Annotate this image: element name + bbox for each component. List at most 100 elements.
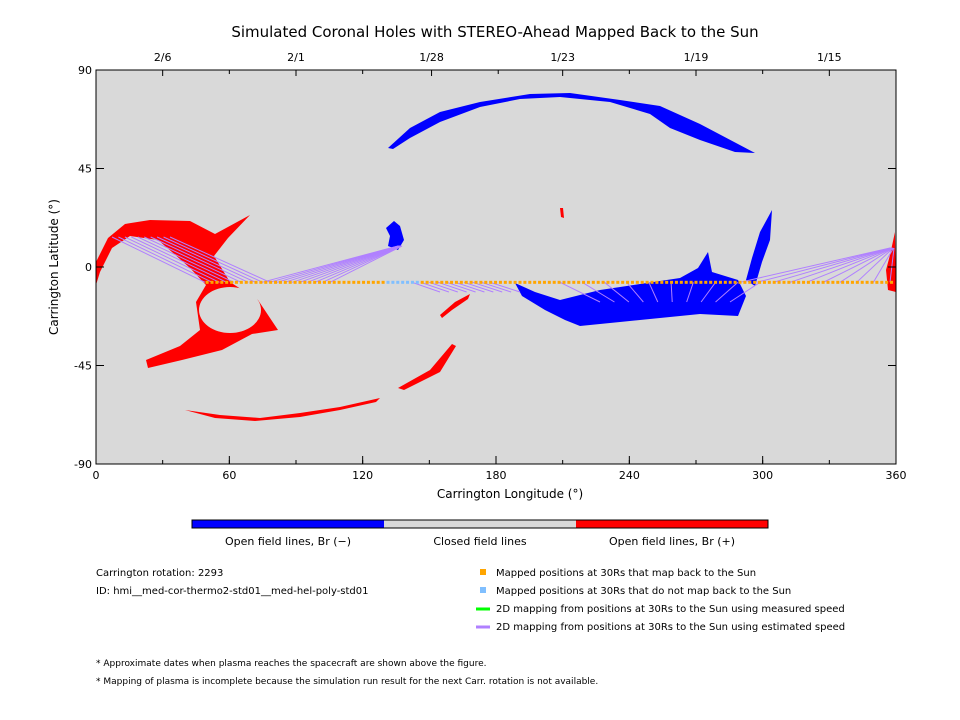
mapped-point [802, 280, 806, 284]
mapped-point [332, 280, 336, 284]
mapping-line-estimated [839, 247, 893, 283]
mapped-point [650, 280, 654, 284]
mapping-line-estimated [137, 236, 235, 283]
mapped-point [743, 280, 747, 284]
legend-unmapped: Mapped positions at 30Rs that do not map… [496, 586, 791, 597]
mapped-point [215, 280, 219, 284]
mapping-line-estimated [299, 245, 401, 283]
mapped-point [552, 280, 556, 284]
mapped-point [542, 280, 546, 284]
mapping-line-estimated [889, 247, 895, 283]
mapped-point [586, 280, 590, 284]
mapped-point [679, 280, 683, 284]
mapped-point [826, 280, 830, 284]
mapped-point [322, 280, 326, 284]
mapping-line-estimated [823, 247, 893, 283]
mapping-line-estimated [856, 247, 894, 283]
x-tick-label: 120 [352, 469, 373, 482]
mapped-point [836, 280, 840, 284]
mapped-point [498, 280, 502, 284]
colorbar-label-closed: Closed field lines [433, 535, 527, 548]
mapping-line-estimated [284, 245, 400, 283]
mapped-point [777, 280, 781, 284]
legend-estimated: 2D mapping from positions at 30Rs to the… [496, 622, 845, 633]
colorbar: Open field lines, Br (−) Closed field li… [191, 519, 769, 548]
colorbar-label-negative: Open field lines, Br (−) [225, 535, 351, 548]
mapped-point [591, 280, 595, 284]
mapped-point [670, 280, 674, 284]
mapped-point [640, 280, 644, 284]
mapping-line-estimated [670, 282, 673, 303]
mapped-point [269, 280, 273, 284]
mapping-line-estimated [715, 281, 739, 303]
mapping-line-estimated [773, 247, 892, 283]
x-tick-label: 60 [222, 469, 236, 482]
date-tick-label: 1/19 [684, 51, 709, 64]
mapped-point [572, 280, 576, 284]
mapped-point [890, 280, 894, 284]
note-incomplete: * Mapping of plasma is incomplete becaus… [96, 677, 598, 687]
mapped-point [767, 280, 771, 284]
y-tick-label: -90 [74, 458, 92, 471]
closed-region [199, 287, 261, 333]
mapped-point [230, 280, 234, 284]
mapped-point [723, 280, 727, 284]
mapped-point [885, 280, 889, 284]
mapped-point [357, 280, 361, 284]
coronal-hole-negative [515, 252, 746, 326]
mapped-point [718, 280, 722, 284]
y-tick-label: 45 [78, 163, 92, 176]
mapped-point [660, 280, 664, 284]
mapped-point [547, 280, 551, 284]
mapped-point [484, 280, 488, 284]
mapping-line-estimated [789, 247, 892, 283]
mapping-line-estimated [648, 282, 659, 303]
mapped-point [596, 280, 600, 284]
mapped-point [787, 280, 791, 284]
mapped-point [225, 280, 229, 284]
mapped-point [611, 280, 615, 284]
colorbar-negative [192, 520, 384, 528]
mapped-point [278, 280, 282, 284]
mapping-line-estimated [446, 281, 476, 293]
mapped-point [816, 280, 820, 284]
mapping-line-estimated [150, 236, 249, 283]
mapped-point [601, 280, 605, 284]
mapping-line-estimated [163, 236, 263, 283]
mapped-point [699, 280, 703, 284]
x-tick-label: 300 [752, 469, 773, 482]
mapped-point [528, 280, 532, 284]
colorbar-closed [384, 520, 576, 528]
mapped-point [709, 280, 713, 284]
mapping-line-estimated [169, 236, 271, 283]
unmapped-point [401, 280, 405, 284]
unmapped-point [386, 280, 390, 284]
mapped-point [303, 280, 307, 284]
mapped-point [806, 280, 810, 284]
mapping-line-estimated [472, 281, 503, 293]
mapping-line-estimated [686, 282, 694, 303]
mapped-point [821, 280, 825, 284]
x-tick-label: 360 [886, 469, 907, 482]
mapped-point [538, 280, 542, 284]
legend-mapped: Mapped positions at 30Rs that map back t… [496, 568, 756, 579]
mapped-point [557, 280, 561, 284]
mapped-point [850, 280, 854, 284]
date-tick-label: 1/23 [550, 51, 575, 64]
date-tick-label: 2/1 [287, 51, 305, 64]
mapped-point [371, 280, 375, 284]
mapping-line-estimated [437, 281, 467, 293]
mapped-point [875, 280, 879, 284]
mapped-point [567, 280, 571, 284]
mapped-point [733, 280, 737, 284]
mapped-point [811, 280, 815, 284]
mapped-point [738, 280, 742, 284]
mapped-point [626, 280, 630, 284]
mapped-point [870, 280, 874, 284]
carrington-rotation: Carrington rotation: 2293 [96, 568, 223, 579]
mapped-point [308, 280, 312, 284]
mapped-point [880, 280, 884, 284]
mapped-point [782, 280, 786, 284]
mapped-point [841, 280, 845, 284]
